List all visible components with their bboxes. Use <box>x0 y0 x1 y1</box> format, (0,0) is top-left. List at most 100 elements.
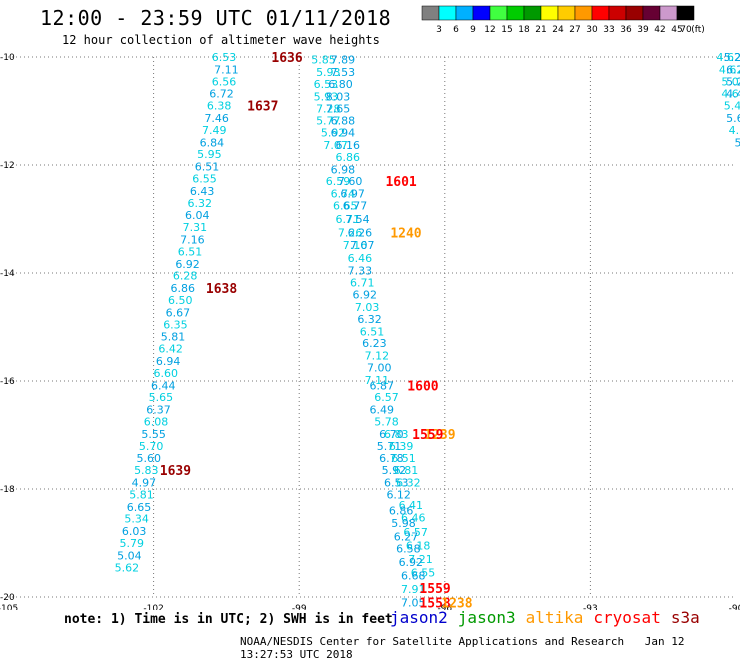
wave-height-value: 5.55 <box>141 428 166 441</box>
wave-height-value: 5.4 <box>735 136 740 149</box>
color-scale-label: 3 <box>436 25 442 35</box>
wave-height-value: 6.51 <box>195 161 220 174</box>
wave-height-value: 7.05 <box>401 596 426 609</box>
wave-height-value: 5.93 <box>314 90 339 103</box>
color-scale-label: 18 <box>518 25 530 35</box>
x-tick-label: -93 <box>583 604 598 610</box>
pass-time-label: 1638 <box>206 282 237 297</box>
footer-credit: NOAA/NESDIS Center for Satellite Applica… <box>240 635 625 648</box>
units-note: note: 1) Time is in UTC; 2) SWH is in fe… <box>64 612 393 627</box>
color-swatch <box>676 5 695 21</box>
wave-height-value: 7.03 <box>355 301 380 314</box>
wave-height-value: 6.03 <box>122 525 147 538</box>
wave-height-value: 6.55 <box>411 567 436 580</box>
wave-height-value: 6.81 <box>394 464 419 477</box>
color-scale-label: 9 <box>470 25 476 35</box>
wave-height-value: 7.00 <box>367 362 392 375</box>
wave-height-value: 4.97 <box>132 477 157 490</box>
wave-height-value: 6.92 <box>175 258 200 271</box>
wave-height-value: 6.12 <box>386 488 411 501</box>
wave-height-value: 6.49 <box>369 404 394 417</box>
wave-height-value: 4.62 <box>716 51 740 64</box>
wave-height-value: 5.05 <box>721 75 740 88</box>
wave-height-value: 5.81 <box>129 488 154 501</box>
pass-time-label: 1559 <box>412 428 443 443</box>
color-scale-label: 15 <box>501 25 512 35</box>
wave-height-value: 4.62 <box>719 63 740 76</box>
wave-height-value: 6.74 <box>331 188 356 201</box>
color-scale-label: 24 <box>552 25 564 35</box>
wave-height-value: 6.86 <box>170 282 195 295</box>
color-scale-label: 42 <box>654 25 665 35</box>
y-tick-label: -16 <box>0 377 15 387</box>
wave-height-value: 6.16 <box>335 139 360 152</box>
wave-height-value: 7.26 <box>338 227 363 240</box>
wave-height-value: 7.07 <box>350 239 375 252</box>
pass-time-label: 1637 <box>247 100 278 115</box>
chart-title: 12:00 - 23:59 UTC 01/11/2018 <box>40 6 392 30</box>
wave-height-value: 5.68 <box>726 112 740 125</box>
wave-height-value: 6.43 <box>190 185 215 198</box>
wave-height-value: 6.51 <box>360 325 385 338</box>
wave-height-value: 6.55 <box>192 173 217 186</box>
wave-height-value: 5.93 <box>316 66 341 79</box>
pass-time-label: 1238 <box>441 596 472 610</box>
wave-height-value: 7.16 <box>343 239 368 252</box>
wave-height-value: 6.86 <box>335 151 360 164</box>
wave-height-value: 6.44 <box>151 379 176 392</box>
wave-height-value: 6.08 <box>144 416 169 429</box>
wave-height-value: 5.85 <box>311 54 336 67</box>
wave-height-value: 6.53 <box>314 78 339 91</box>
wave-height-value: 6.46 <box>348 252 373 265</box>
wave-height-value: 7.16 <box>180 234 205 247</box>
wave-height-value: 8.03 <box>326 90 351 103</box>
wave-height-value: 6.78 <box>379 452 404 465</box>
wave-height-value: 5.41 <box>724 100 740 113</box>
wave-height-value: 6.67 <box>166 306 191 319</box>
legend-entry-jason2: jason2 <box>390 608 448 627</box>
wave-height-value: 6.68 <box>401 569 426 582</box>
wave-height-value: 6.77 <box>343 200 368 213</box>
color-scale-label: 30 <box>586 25 598 35</box>
wave-height-value: 6.18 <box>406 540 431 553</box>
wave-height-value: 7.33 <box>348 264 373 277</box>
wave-height-value: 6.32 <box>357 313 382 326</box>
wave-height-value: 6.28 <box>173 270 198 283</box>
wave-height-value: 5.95 <box>197 148 222 161</box>
pass-time-label: 1601 <box>385 175 416 190</box>
wave-height-value: 6.32 <box>187 197 212 210</box>
wave-height-value: 6.72 <box>726 63 740 76</box>
wave-height-value: 5.92 <box>321 127 346 140</box>
color-scale-label: 70 <box>680 25 692 35</box>
pass-time-label: 1240 <box>390 227 421 242</box>
x-tick-label: -102 <box>143 604 163 610</box>
wave-height-plot: -105 -102 -99 -96 -93 -90 -10 -12 -14 -16 -18 -20 6.… <box>0 51 740 610</box>
wave-height-value: 6.84 <box>200 136 225 149</box>
wave-height-value: 5.81 <box>161 331 186 344</box>
pass-time-label: 1559 <box>419 582 450 597</box>
wave-height-value: 6.72 <box>209 88 234 101</box>
wave-height-value: 6.80 <box>328 78 353 91</box>
wave-height-value: 6.26 <box>348 227 373 240</box>
color-scale-label: 21 <box>535 25 546 35</box>
wave-height-value: 7.28 <box>316 102 341 115</box>
x-tick-label: -96 <box>437 604 452 610</box>
wave-height-value: 5.23 <box>726 75 740 88</box>
y-tick-label: -14 <box>0 269 15 279</box>
color-scale-label: 36 <box>620 25 632 35</box>
wave-height-value: 7.07 <box>323 139 348 152</box>
wave-height-value: 6.58 <box>396 542 421 555</box>
wave-height-value: 6.88 <box>331 115 356 128</box>
wave-height-value: 6.87 <box>369 379 394 392</box>
wave-height-value: 6.57 <box>374 391 399 404</box>
wave-height-value: 6.71 <box>335 213 360 226</box>
color-scale-label: 27 <box>569 25 580 35</box>
wave-height-value: 5.04 <box>117 549 142 562</box>
wave-height-value: 6.53 <box>212 51 237 64</box>
wave-height-value: 6.50 <box>168 294 193 307</box>
legend-entry-altika: altika <box>525 608 584 627</box>
wave-height-value: 7.49 <box>202 124 227 137</box>
wave-height-value: 7.89 <box>331 54 356 67</box>
wave-height-value: 5.77 <box>316 115 341 128</box>
